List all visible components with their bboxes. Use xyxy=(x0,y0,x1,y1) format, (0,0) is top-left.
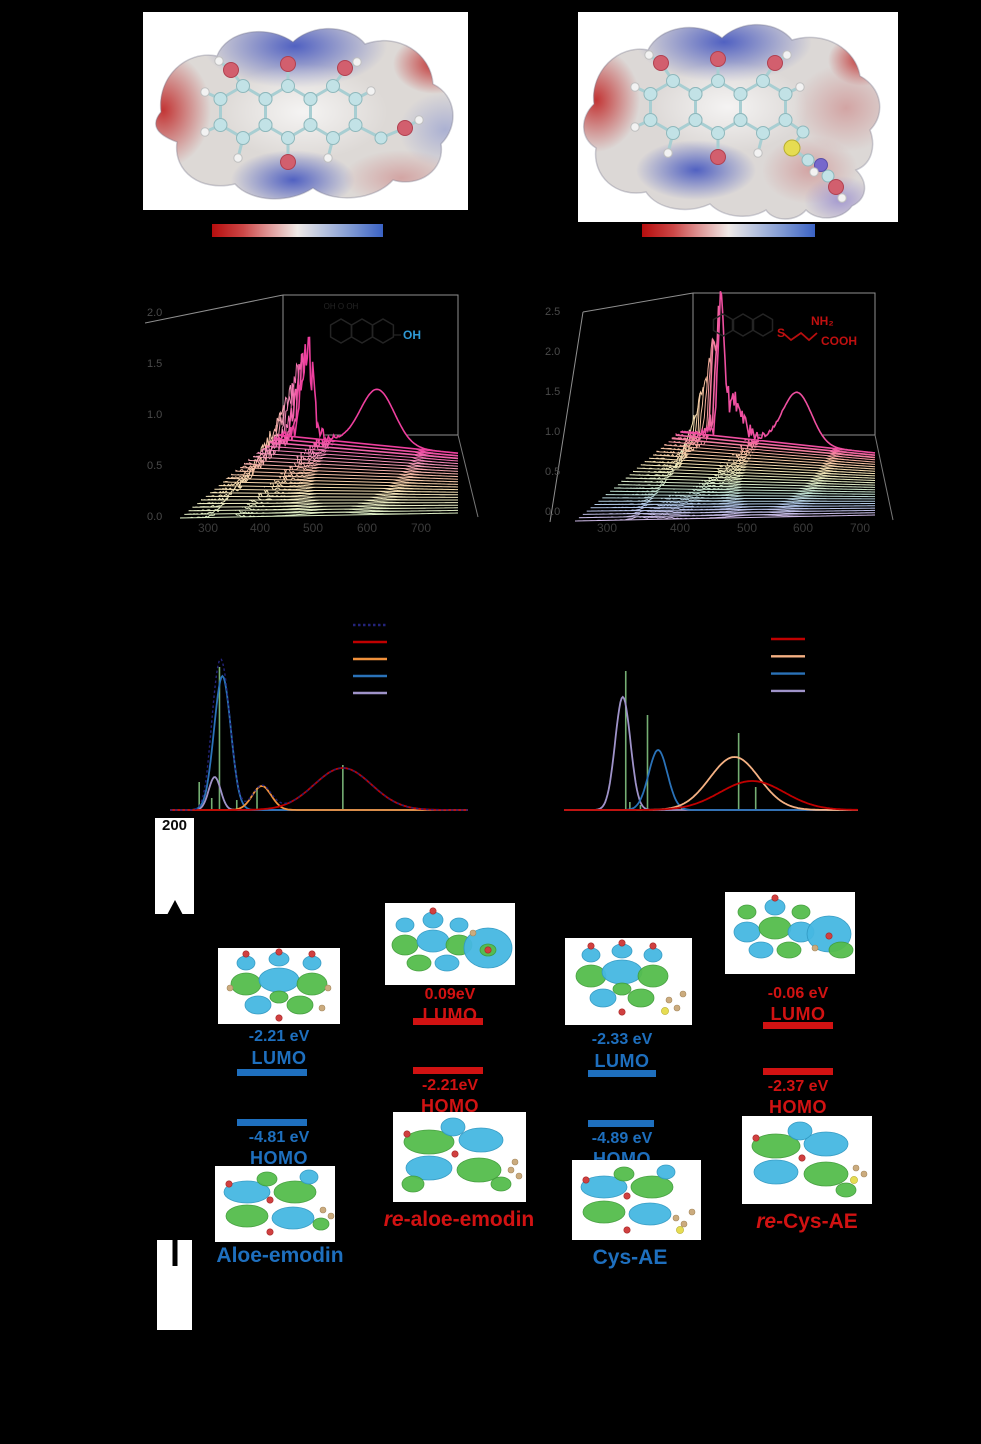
homo-orbital-card-aloe-emodin xyxy=(215,1166,335,1242)
svg-text:700: 700 xyxy=(411,521,431,535)
lumo-energy-aloe-emodin: -2.21 eV xyxy=(248,1028,310,1045)
axis-fragment-box-top: 200 xyxy=(155,817,194,915)
ball-stick-molecule-left xyxy=(200,56,424,170)
lumo-level-bar-cys-ae xyxy=(588,1070,656,1077)
lumo-level-bar-aloe-emodin xyxy=(237,1069,307,1076)
lumo-orbital-image-cys-ae xyxy=(575,939,687,1016)
lumo-label-re-cys-ae: LUMO xyxy=(770,1004,826,1024)
lumo-orbital-card-re-aloe-emodin xyxy=(385,903,515,985)
lumo-level-bar-re-cys-ae xyxy=(763,1022,833,1029)
svg-text:COOH: COOH xyxy=(821,334,857,348)
svg-text:500: 500 xyxy=(303,521,323,535)
svg-text:0.5: 0.5 xyxy=(147,460,162,472)
molecule-name-cys-ae: Cys-AE xyxy=(592,1246,668,1269)
homo-level-bar-aloe-emodin xyxy=(237,1119,307,1126)
svg-text:2.0: 2.0 xyxy=(147,307,162,319)
waterfall-plot-right: 2.5 2.0 1.5 1.0 0.5 0.0 300 400 500 600 700 S NH₂ COO… xyxy=(545,291,894,535)
axis-fragment-box-bottom xyxy=(157,1240,192,1330)
svg-text:OH: OH xyxy=(403,328,421,342)
lumo-level-bar-re-aloe-emodin xyxy=(413,1018,483,1025)
lumo-orbital-card-re-cys-ae xyxy=(725,892,855,974)
esp-colorbar-right xyxy=(642,224,815,237)
lumo-orbital-image-re-aloe-emodin xyxy=(391,907,513,972)
homo-orbital-card-re-cys-ae xyxy=(742,1116,872,1204)
svg-text:300: 300 xyxy=(198,521,218,535)
lumo-label-cys-ae: LUMO xyxy=(594,1051,650,1071)
esp-surface-molecule-right-image xyxy=(583,24,881,220)
svg-text:2.5: 2.5 xyxy=(545,306,560,318)
homo-orbital-image-re-cys-ae xyxy=(751,1121,868,1198)
svg-text:1.0: 1.0 xyxy=(147,409,162,421)
computed-spectrum-left xyxy=(170,623,468,811)
svg-text:400: 400 xyxy=(250,521,270,535)
svg-text:OH O OH: OH O OH xyxy=(324,302,359,311)
axis-tick-slit xyxy=(172,1240,177,1266)
svg-text:600: 600 xyxy=(357,521,377,535)
ball-stick-molecule-right xyxy=(630,50,847,203)
lumo-energy-re-cys-ae: -0.06 eV xyxy=(767,985,829,1002)
homo-energy-aloe-emodin: -4.81 eV xyxy=(248,1129,310,1146)
molecule-name-re-cys-ae: re-Cys-AE xyxy=(756,1210,858,1233)
lumo-energy-cys-ae: -2.33 eV xyxy=(591,1031,653,1048)
svg-text:1.0: 1.0 xyxy=(545,426,560,438)
lumo-orbital-card-aloe-emodin xyxy=(218,948,340,1024)
svg-text:600: 600 xyxy=(793,521,813,535)
svg-text:0.0: 0.0 xyxy=(545,506,560,518)
esp-surface-molecule-left-image xyxy=(155,28,454,200)
esp-colorbar-left xyxy=(212,224,383,237)
esp-panel-right xyxy=(578,12,898,222)
svg-text:700: 700 xyxy=(850,521,870,535)
svg-text:1.5: 1.5 xyxy=(545,386,560,398)
svg-text:S: S xyxy=(777,326,785,340)
homo-label-aloe-emodin: HOMO xyxy=(250,1148,308,1168)
x-tick-200-label: 200 xyxy=(161,817,188,834)
svg-text:1.5: 1.5 xyxy=(147,358,162,370)
homo-label-re-cys-ae: HOMO xyxy=(769,1097,827,1117)
svg-text:0.0: 0.0 xyxy=(147,511,162,523)
molecule-name-aloe-emodin: Aloe-emodin xyxy=(216,1244,344,1267)
lumo-orbital-image-re-cys-ae xyxy=(733,894,854,959)
homo-orbital-card-cys-ae xyxy=(572,1160,701,1240)
computed-spectrum-right xyxy=(564,637,859,811)
svg-text:0.5: 0.5 xyxy=(545,466,560,478)
homo-level-bar-re-cys-ae xyxy=(763,1068,833,1075)
waterfall-plot-left: 2.0 1.5 1.0 0.5 0.0 300 400 500 600 700 OH O OH OH xyxy=(145,294,479,535)
esp-panel-left xyxy=(143,12,468,210)
svg-text:2.0: 2.0 xyxy=(545,346,560,358)
homo-energy-cys-ae: -4.89 eV xyxy=(591,1130,653,1147)
svg-text:NH₂: NH₂ xyxy=(811,314,834,328)
lumo-orbital-card-cys-ae xyxy=(565,938,692,1025)
svg-text:400: 400 xyxy=(670,521,690,535)
lumo-label-aloe-emodin: LUMO xyxy=(251,1048,307,1068)
homo-orbital-image-cys-ae xyxy=(580,1164,696,1234)
molecule-name-re-aloe-emodin: re-aloe-emodin xyxy=(383,1208,535,1231)
lumo-orbital-image-aloe-emodin xyxy=(226,948,332,1022)
axis-arrow-notch xyxy=(166,900,183,915)
svg-text:300: 300 xyxy=(597,521,617,535)
homo-orbital-image-re-aloe-emodin xyxy=(401,1117,523,1193)
lumo-energy-re-aloe-emodin: 0.09eV xyxy=(424,986,476,1003)
homo-energy-re-aloe-emodin: -2.21eV xyxy=(421,1077,479,1094)
homo-level-bar-cys-ae xyxy=(588,1120,654,1127)
homo-orbital-card-re-aloe-emodin xyxy=(393,1112,526,1202)
homo-level-bar-re-aloe-emodin xyxy=(413,1067,483,1074)
svg-text:500: 500 xyxy=(737,521,757,535)
homo-energy-re-cys-ae: -2.37 eV xyxy=(767,1078,829,1095)
homo-orbital-image-aloe-emodin xyxy=(223,1169,335,1236)
homo-label-re-aloe-emodin: HOMO xyxy=(421,1096,479,1116)
